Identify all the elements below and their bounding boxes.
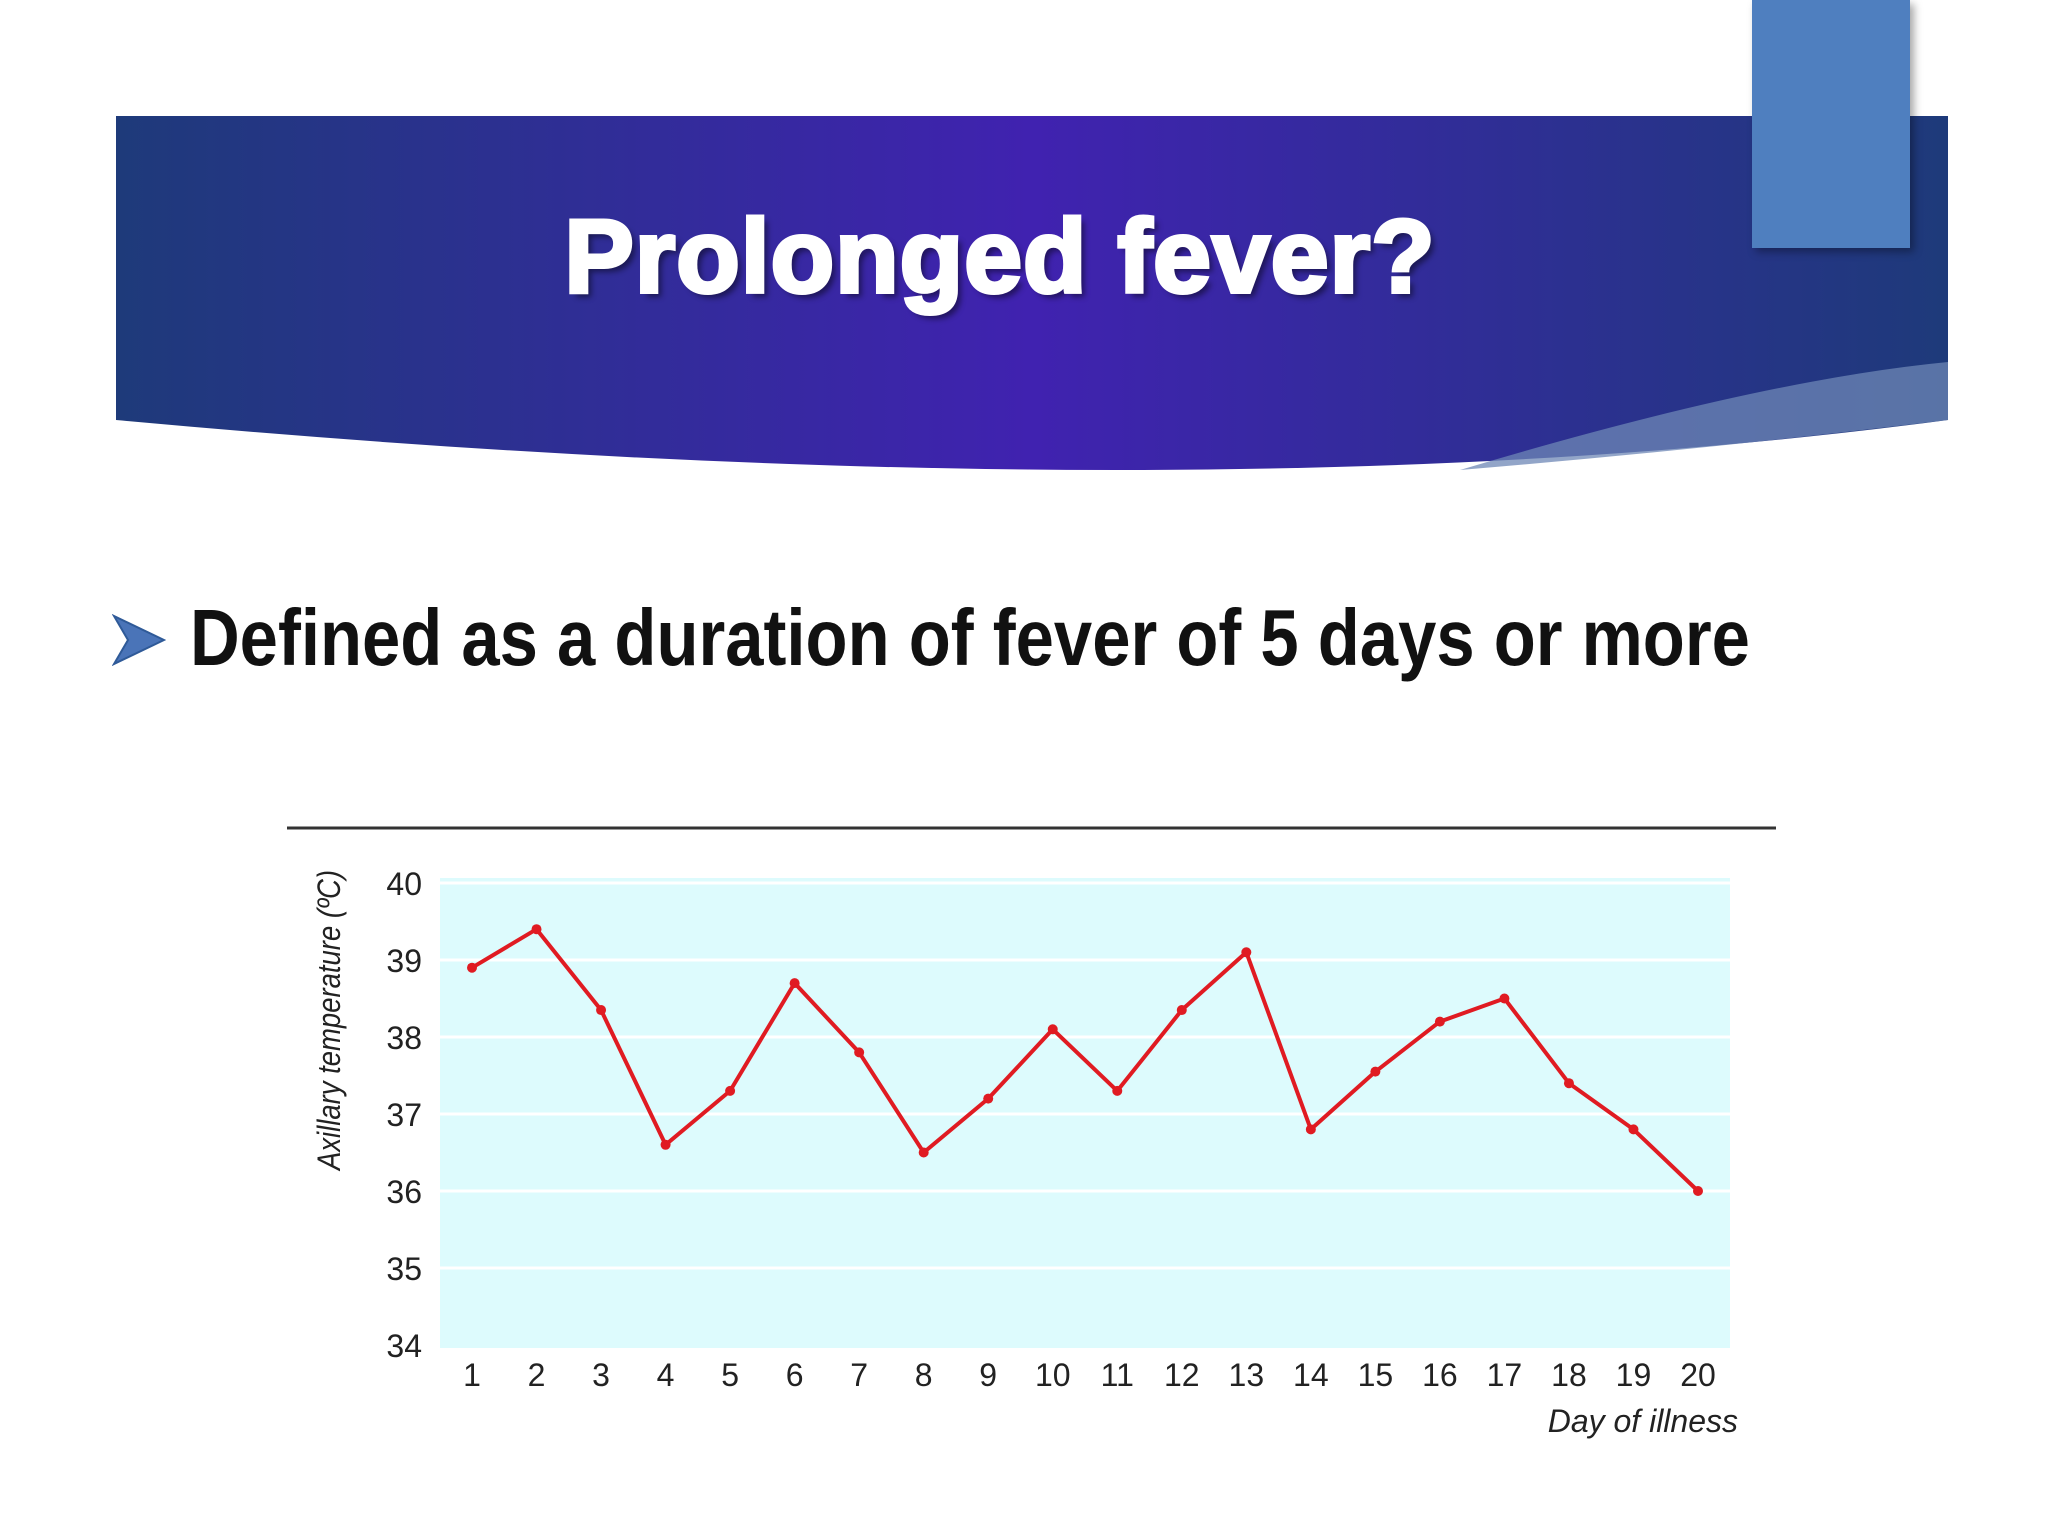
data-point bbox=[983, 1093, 994, 1104]
slide-title: Prolonged fever? bbox=[562, 197, 1436, 317]
x-tick-label: 1 bbox=[463, 1357, 481, 1393]
x-tick-label: 11 bbox=[1101, 1357, 1134, 1393]
banner-sheen bbox=[1460, 362, 1948, 470]
data-point bbox=[660, 1139, 671, 1150]
x-tick-label: 2 bbox=[528, 1357, 546, 1393]
accent-tab bbox=[1752, 0, 1910, 248]
title-banner bbox=[116, 116, 1948, 470]
y-tick-label: 35 bbox=[386, 1251, 422, 1287]
y-tick-label: 40 bbox=[386, 866, 422, 902]
data-point bbox=[531, 924, 542, 935]
y-axis-label: Axillary temperature (ºC) bbox=[311, 870, 347, 1172]
x-tick-label: 10 bbox=[1035, 1357, 1071, 1393]
x-tick-label: 16 bbox=[1422, 1357, 1458, 1393]
bullet-item: Defined as a duration of fever of 5 days… bbox=[112, 588, 2012, 688]
x-axis-label: Day of illness bbox=[1548, 1403, 1738, 1439]
x-tick-label: 6 bbox=[786, 1357, 804, 1393]
series-layer bbox=[467, 924, 1703, 1196]
data-point bbox=[1370, 1066, 1381, 1077]
data-point bbox=[854, 1047, 865, 1058]
x-tick-label: 7 bbox=[850, 1357, 868, 1393]
data-point bbox=[596, 1005, 607, 1016]
x-axis-tick-labels: 1 2 3 4 5 6 7 8 9 10 11 12 13 14 15 16 17 18 19 20 bbox=[463, 1357, 1716, 1393]
y-tick-label: 38 bbox=[386, 1020, 422, 1056]
data-point bbox=[1047, 1024, 1058, 1035]
data-point bbox=[1241, 947, 1252, 958]
x-tick-label: 17 bbox=[1487, 1357, 1523, 1393]
y-tick-label: 36 bbox=[386, 1174, 422, 1210]
grid-lines bbox=[440, 881, 1730, 1270]
data-point bbox=[1305, 1124, 1316, 1135]
y-axis-tick-labels: 34 35 36 37 38 39 40 bbox=[386, 866, 422, 1364]
x-tick-label: 19 bbox=[1616, 1357, 1652, 1393]
bullet-text: Defined as a duration of fever of 5 days… bbox=[190, 593, 1750, 682]
y-tick-label: 34 bbox=[386, 1328, 422, 1364]
data-point bbox=[1563, 1078, 1574, 1089]
data-point bbox=[725, 1085, 736, 1096]
y-tick-label: 37 bbox=[386, 1097, 422, 1133]
x-tick-label: 9 bbox=[979, 1357, 997, 1393]
series-line bbox=[470, 927, 1700, 1193]
x-tick-label: 20 bbox=[1680, 1357, 1716, 1393]
x-tick-label: 15 bbox=[1358, 1357, 1394, 1393]
data-point bbox=[1693, 1186, 1703, 1196]
data-point bbox=[1499, 993, 1510, 1004]
data-point bbox=[918, 1147, 929, 1158]
x-tick-label: 3 bbox=[592, 1357, 610, 1393]
x-tick-label: 12 bbox=[1164, 1357, 1200, 1393]
data-point bbox=[1112, 1085, 1123, 1096]
x-tick-label: 8 bbox=[915, 1357, 933, 1393]
arrowhead-bullet-icon bbox=[112, 614, 166, 666]
x-tick-label: 4 bbox=[657, 1357, 675, 1393]
banner-shape bbox=[116, 116, 1948, 470]
x-tick-label: 18 bbox=[1551, 1357, 1587, 1393]
data-point bbox=[1434, 1016, 1445, 1027]
data-point bbox=[789, 978, 800, 989]
data-point bbox=[467, 962, 477, 973]
data-point bbox=[1176, 1005, 1187, 1016]
y-tick-label: 39 bbox=[386, 943, 422, 979]
x-tick-label: 5 bbox=[721, 1357, 739, 1393]
x-tick-label: 13 bbox=[1229, 1357, 1265, 1393]
x-tick-label: 14 bbox=[1293, 1357, 1329, 1393]
data-point bbox=[1628, 1124, 1639, 1135]
